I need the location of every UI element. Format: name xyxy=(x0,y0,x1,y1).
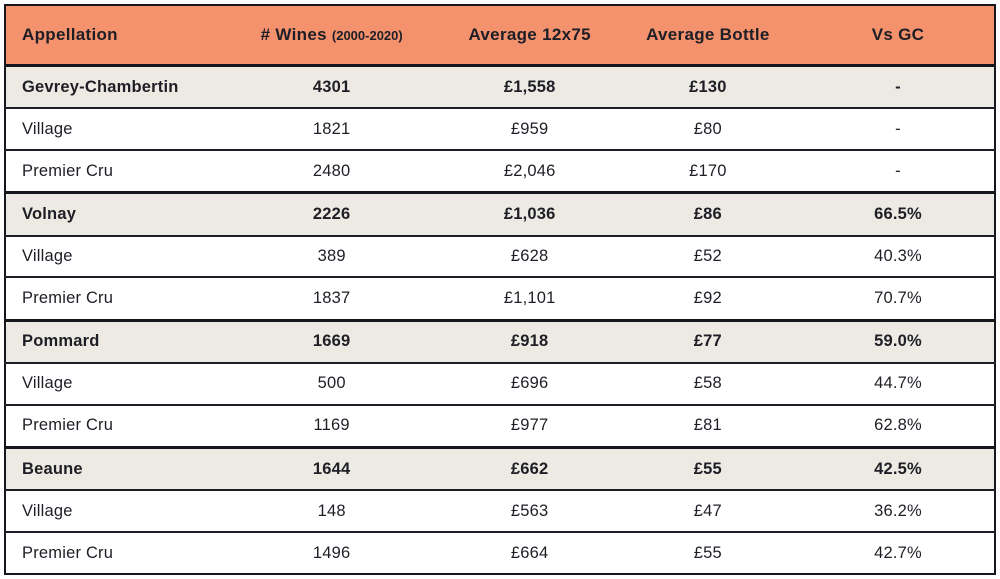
appellation-cell: Gevrey-Chambertin xyxy=(22,77,179,96)
column-header-label: Appellation xyxy=(22,25,118,44)
vs-gc-cell: - xyxy=(895,77,901,96)
wines-count-cell: 1496 xyxy=(312,543,351,562)
wines-count-cell: 1669 xyxy=(312,332,351,351)
avg-12x75-cell: £664 xyxy=(510,543,549,562)
table-header: Appellation # Wines (2000-2020) Average … xyxy=(5,5,995,67)
avg-12x75-cell: £2,046 xyxy=(503,161,556,180)
wines-count-cell: 1837 xyxy=(312,289,351,308)
column-header-vs-gc: Vs GC xyxy=(801,5,995,67)
header-row: Appellation # Wines (2000-2020) Average … xyxy=(5,5,995,67)
appellation-sub-row: Premier Cru 1837 £1,101 £92 70.7% xyxy=(5,277,995,321)
avg-bottle-cell: £170 xyxy=(689,161,727,180)
appellation-cell: Volnay xyxy=(22,204,77,223)
column-header-suffix: (2000-2020) xyxy=(331,28,403,43)
wines-count-cell: 1169 xyxy=(313,416,350,435)
wines-count-cell: 500 xyxy=(317,374,346,393)
table-body: Gevrey-Chambertin 4301 £1,558 £130 - Village 1… xyxy=(5,65,995,574)
avg-12x75-cell: £1,101 xyxy=(503,289,556,308)
avg-12x75-cell: £918 xyxy=(510,332,549,351)
appellation-sub-row: Village 389 £628 £52 40.3% xyxy=(5,235,995,278)
avg-12x75-cell: £1,558 xyxy=(503,77,556,96)
wine-price-table: Appellation # Wines (2000-2020) Average … xyxy=(4,4,996,575)
vs-gc-cell: 59.0% xyxy=(874,332,922,351)
appellation-cell: Beaune xyxy=(22,459,83,478)
wines-count-cell: 1821 xyxy=(312,119,351,138)
vs-gc-cell: 40.3% xyxy=(874,247,922,266)
avg-bottle-cell: £55 xyxy=(693,543,722,562)
vs-gc-cell: 36.2% xyxy=(874,501,922,520)
avg-12x75-cell: £959 xyxy=(510,119,549,138)
appellation-sub-row: Premier Cru 2480 £2,046 £170 - xyxy=(5,150,995,193)
column-header-label: Average Bottle xyxy=(646,25,770,44)
avg-bottle-cell: £86 xyxy=(693,204,722,223)
appellation-group-row: Beaune 1644 £662 £55 42.5% xyxy=(5,447,995,491)
appellation-group-row: Volnay 2226 £1,036 £86 66.5% xyxy=(5,192,995,236)
column-header-label: Average 12x75 xyxy=(468,25,591,44)
wines-count-cell: 4301 xyxy=(312,77,351,96)
avg-12x75-cell: £628 xyxy=(510,247,549,266)
appellation-cell: Premier Cru xyxy=(22,416,114,435)
vs-gc-cell: 70.7% xyxy=(874,289,922,308)
appellation-cell: Premier Cru xyxy=(22,161,114,180)
avg-bottle-cell: £47 xyxy=(693,501,722,520)
wines-count-cell: 148 xyxy=(317,501,346,520)
vs-gc-cell: 44.7% xyxy=(874,374,922,393)
vs-gc-cell: - xyxy=(895,161,901,180)
wines-count-cell: 2480 xyxy=(312,161,351,180)
appellation-sub-row: Premier Cru 1169 £977 £81 62.8% xyxy=(5,404,995,448)
avg-bottle-cell: £58 xyxy=(693,374,722,393)
column-header-appellation: Appellation xyxy=(5,5,218,67)
column-header-label: Vs GC xyxy=(871,25,925,44)
vs-gc-cell: - xyxy=(895,119,901,138)
appellation-sub-row: Village 1821 £959 £80 - xyxy=(5,108,995,151)
appellation-cell: Village xyxy=(22,247,73,266)
avg-12x75-cell: £563 xyxy=(510,501,549,520)
wines-count-cell: 389 xyxy=(317,247,346,266)
appellation-sub-row: Village 148 £563 £47 36.2% xyxy=(5,490,995,533)
appellation-cell: Village xyxy=(22,119,73,138)
avg-12x75-cell: £662 xyxy=(510,459,549,478)
vs-gc-cell: 66.5% xyxy=(874,204,922,223)
avg-12x75-cell: £696 xyxy=(510,374,549,393)
wines-count-cell: 1644 xyxy=(312,459,351,478)
appellation-group-row: Pommard 1669 £918 £77 59.0% xyxy=(5,320,995,363)
vs-gc-cell: 42.7% xyxy=(874,543,922,562)
avg-bottle-cell: £55 xyxy=(693,459,722,478)
appellation-group-row: Gevrey-Chambertin 4301 £1,558 £130 - xyxy=(5,65,995,109)
avg-bottle-cell: £80 xyxy=(693,119,722,138)
appellation-cell: Village xyxy=(22,501,73,520)
appellation-cell: Premier Cru xyxy=(22,543,114,562)
column-header-average-bottle: Average Bottle xyxy=(613,5,802,67)
column-header-label: # Wines xyxy=(260,25,327,44)
appellation-cell: Premier Cru xyxy=(22,289,114,308)
appellation-cell: Village xyxy=(22,374,73,393)
avg-bottle-cell: £92 xyxy=(693,289,722,308)
avg-12x75-cell: £1,036 xyxy=(503,204,556,223)
vs-gc-cell: 42.5% xyxy=(874,459,922,478)
avg-bottle-cell: £130 xyxy=(689,77,727,96)
avg-bottle-cell: £81 xyxy=(693,416,722,435)
appellation-sub-row: Premier Cru 1496 £664 £55 42.7% xyxy=(5,532,995,574)
avg-bottle-cell: £77 xyxy=(693,332,722,351)
wines-count-cell: 2226 xyxy=(312,204,351,223)
appellation-sub-row: Village 500 £696 £58 44.7% xyxy=(5,362,995,405)
avg-12x75-cell: £977 xyxy=(510,416,549,435)
appellation-cell: Pommard xyxy=(22,332,100,351)
column-header-average-12x75: Average 12x75 xyxy=(445,5,614,67)
vs-gc-cell: 62.8% xyxy=(874,416,922,435)
column-header-wines: # Wines (2000-2020) xyxy=(217,5,446,67)
avg-bottle-cell: £52 xyxy=(693,247,722,266)
